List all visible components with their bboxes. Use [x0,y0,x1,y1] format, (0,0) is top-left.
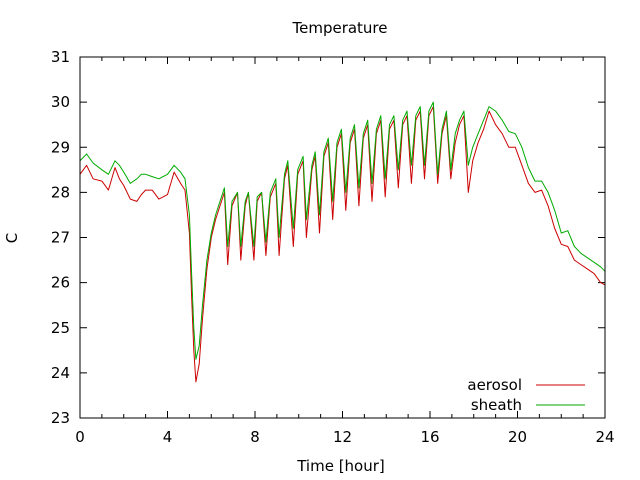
y-axis-label: C [3,233,21,243]
y-tick-label: 25 [51,319,70,337]
y-tick-label: 29 [51,138,70,156]
x-tick-label: 0 [75,428,85,446]
y-tick-label: 26 [51,274,70,292]
x-tick-label: 20 [508,428,527,446]
x-tick-label: 24 [595,428,614,446]
series-line-sheath [79,101,606,360]
axes: 23 24 25 26 27 28 29 30 31 0 4 8 12 16 20 24 [51,48,615,446]
y-tick-label: 24 [51,364,70,382]
series-line-aerosol [79,106,606,383]
x-tick-label: 8 [250,428,260,446]
x-tick-label: 16 [420,428,439,446]
y-tick-label: 23 [51,409,70,427]
legend-label-sheath: sheath [471,396,522,414]
chart-title: Temperature [291,19,387,37]
x-axis-label: Time [hour] [296,457,385,475]
plot-area [79,101,606,383]
y-tick-label: 27 [51,229,70,247]
y-tick-label: 30 [51,93,70,111]
legend-label-aerosol: aerosol [467,376,522,394]
plot-frame [79,56,606,419]
y-tick-label: 31 [51,48,70,66]
x-tick-label: 4 [163,428,173,446]
y-tick-label: 28 [51,183,70,201]
x-tick-label: 12 [333,428,352,446]
legend: aerosol sheath [467,376,585,414]
